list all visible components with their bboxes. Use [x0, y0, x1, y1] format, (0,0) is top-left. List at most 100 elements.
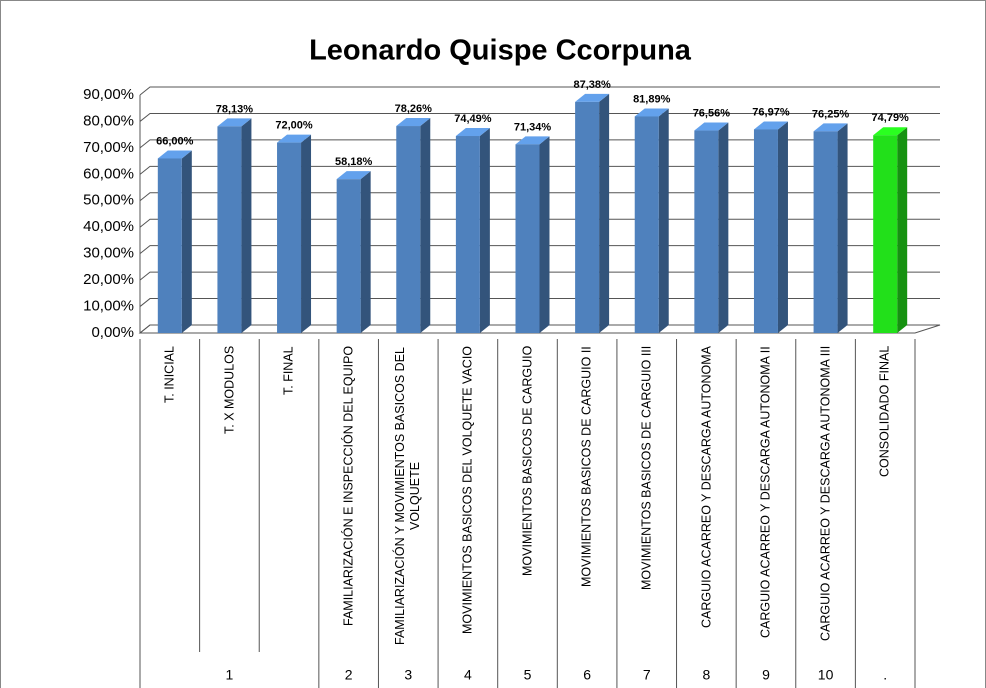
grid-line	[139, 112, 940, 122]
value-label: 66,00%	[156, 135, 194, 147]
value-label: 76,56%	[693, 107, 731, 119]
bar-side	[420, 118, 431, 333]
grid-line	[139, 165, 940, 175]
bar-front	[694, 130, 719, 333]
bar-front	[575, 101, 600, 334]
x-tick-label: CARGUIO ACARREO Y DESCARGA AUTONOMA III	[798, 346, 854, 646]
bar-front	[277, 142, 302, 333]
bar-top	[575, 93, 610, 102]
y-tick-label: 10,00%	[83, 298, 134, 315]
grid-line	[139, 86, 940, 96]
bar-front	[634, 116, 659, 333]
x-tick-text: MOVIMIENTOS BASICOS DE CARGUIO	[519, 346, 534, 577]
value-label: 71,34%	[514, 121, 552, 133]
x-tick-text: FAMILIARIZACIÓN Y MOVIMIENTOS BASICOS DE…	[393, 347, 423, 645]
bar-front	[217, 126, 242, 333]
value-label: 76,25%	[812, 108, 850, 120]
x-tick-label: CONSOLIDADO FINAL	[857, 346, 913, 646]
value-label: 58,18%	[335, 156, 373, 168]
group-label: 9	[762, 667, 770, 683]
bar	[694, 122, 729, 333]
bar	[217, 118, 252, 333]
x-tick-text: MOVIMIENTOS BASICOS DE CARGUIO III	[639, 346, 654, 591]
y-tick-label: 30,00%	[83, 245, 134, 262]
bar-front	[813, 131, 838, 333]
value-label: 87,38%	[573, 79, 611, 91]
bar	[277, 134, 312, 333]
bar	[575, 93, 610, 334]
bar	[634, 108, 669, 333]
bar	[515, 136, 550, 333]
value-label: 78,13%	[216, 103, 254, 115]
grid-line	[139, 218, 940, 228]
bar	[336, 171, 371, 333]
bar-side	[897, 127, 908, 333]
y-tick-label: 80,00%	[83, 112, 134, 129]
value-label: 74,79%	[872, 112, 910, 124]
bar	[873, 127, 908, 333]
grid-line	[139, 324, 940, 334]
bar-top	[753, 121, 788, 130]
x-tick-label: FAMILIARIZACIÓN E INSPECCIÓN DEL EQUIPO	[321, 346, 377, 646]
bar	[396, 118, 431, 333]
x-tick-label: MOVIMIENTOS BASICOS DEL VOLQUETE VACIO	[440, 346, 496, 646]
x-tick-text: CONSOLIDADO FINAL	[877, 346, 892, 478]
bar-side	[181, 150, 192, 333]
bar	[455, 128, 490, 333]
x-tick-label: CARGUIO ACARREO Y DESCARGA AUTONOMA	[679, 346, 735, 646]
bar-front	[396, 126, 421, 333]
grid-line	[139, 271, 940, 281]
grid-line	[139, 298, 940, 307]
bar-front	[753, 129, 778, 333]
x-tick-text: CARGUIO ACARREO Y DESCARGA AUTONOMA III	[818, 346, 833, 642]
x-tick-text: CARGUIO ACARREO Y DESCARGA AUTONOMA	[698, 346, 713, 629]
value-label: 74,49%	[454, 113, 492, 125]
x-tick-text: T. FINAL	[281, 346, 296, 395]
bar-side	[241, 118, 252, 333]
bar-side	[360, 171, 371, 333]
group-label: 5	[524, 667, 532, 683]
y-tick-label: 40,00%	[83, 218, 134, 235]
bar-front	[515, 144, 540, 333]
chart-title: Leonardo Quispe Ccorpuna	[309, 35, 692, 67]
value-label: 81,89%	[633, 93, 671, 105]
grid-line	[139, 245, 940, 255]
bar-top	[515, 136, 550, 145]
group-label: 2	[345, 667, 353, 683]
bar-top	[634, 108, 669, 117]
y-tick-label: 90,00%	[83, 86, 134, 103]
x-tick-label: T. FINAL	[261, 346, 317, 646]
bar-side	[599, 93, 610, 334]
bar-front	[157, 158, 182, 333]
x-tick-label: T. INICIAL	[142, 346, 198, 646]
bar-side	[539, 136, 550, 333]
bar	[157, 150, 192, 333]
group-label: 1	[226, 667, 234, 683]
group-label: 10	[818, 667, 834, 683]
bar-top	[396, 118, 431, 127]
x-tick-label: MOVIMIENTOS BASICOS DE CARGUIO II	[559, 346, 615, 646]
bar-front	[336, 179, 361, 333]
value-label: 76,97%	[752, 106, 790, 118]
bar-top	[873, 127, 908, 136]
x-tick-text: MOVIMIENTOS BASICOS DEL VOLQUETE VACIO	[460, 346, 475, 635]
bar-front	[455, 136, 480, 333]
bar-top	[694, 122, 729, 131]
x-tick-text: MOVIMIENTOS BASICOS DE CARGUIO II	[579, 346, 594, 587]
group-label: 3	[404, 667, 412, 683]
group-label: 7	[643, 667, 651, 683]
bar	[813, 123, 848, 333]
value-label: 78,26%	[395, 103, 433, 115]
y-tick-label: 70,00%	[83, 139, 134, 156]
bar-side	[301, 134, 312, 333]
bar-side	[837, 123, 848, 333]
grid-line	[139, 192, 940, 202]
bar-top	[217, 118, 252, 127]
group-label: 4	[464, 667, 472, 683]
x-tick-label: FAMILIARIZACIÓN Y MOVIMIENTOS BASICOS DE…	[380, 346, 436, 646]
x-tick-label: MOVIMIENTOS BASICOS DE CARGUIO III	[619, 346, 675, 646]
bar-side	[718, 122, 729, 333]
